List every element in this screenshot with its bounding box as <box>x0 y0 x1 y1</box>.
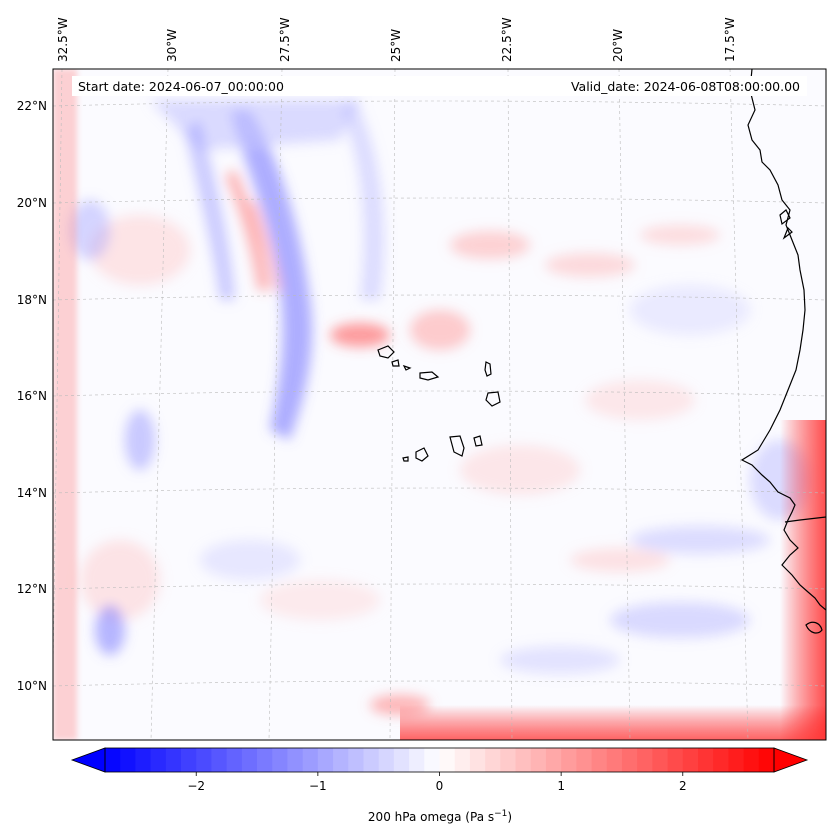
lon-tick: 17.5°W <box>723 17 737 62</box>
colorbar-cell <box>409 748 425 772</box>
colorbar-cell <box>454 748 471 772</box>
colorbar-tick-label: −2 <box>187 779 205 793</box>
lat-tick: 10°N <box>17 679 47 693</box>
colorbar-cell <box>439 748 456 772</box>
colorbar-cell <box>165 748 182 772</box>
lat-tick: 16°N <box>17 389 47 403</box>
colorbar-cell <box>196 748 213 772</box>
colorbar-cell <box>485 748 501 772</box>
colorbar-cell <box>135 748 152 772</box>
colorbar-cell <box>333 748 349 772</box>
lat-tick: 14°N <box>17 486 47 500</box>
colorbar-cell <box>120 748 136 772</box>
colorbar-cell <box>241 748 258 772</box>
lat-tick: 20°N <box>17 196 47 210</box>
river-gambia <box>784 516 826 523</box>
field-blobs <box>70 100 810 715</box>
colorbar-cell <box>758 748 775 772</box>
coastlines <box>377 69 826 634</box>
coast-islets <box>805 621 823 634</box>
colorbar-cell <box>591 748 608 772</box>
colorbar-cell <box>545 748 562 772</box>
colorbar-cell <box>667 748 684 772</box>
colorbar-tick-label: 1 <box>557 779 565 793</box>
colorbar-cell <box>561 748 577 772</box>
colorbar-cell <box>257 748 273 772</box>
colorbar-extend-min <box>70 747 106 773</box>
lat-tick: 18°N <box>17 293 47 307</box>
colorbar-cell <box>393 748 410 772</box>
colorbar-cell <box>105 748 121 772</box>
colorbar-cell <box>576 748 593 772</box>
colorbar-ticks: −2 −1 0 1 2 <box>187 772 687 793</box>
colorbar-cell <box>728 748 745 772</box>
colorbar-cell <box>378 748 395 772</box>
colorbar-cell <box>530 748 547 772</box>
colorbar-extend-max <box>773 747 809 773</box>
colorbar-cell <box>211 748 228 772</box>
cape-verde-islands <box>377 345 501 462</box>
colorbar-cell <box>697 748 714 772</box>
colorbar-cell <box>469 748 486 772</box>
map-frame <box>52 68 827 741</box>
colorbar-cell <box>272 748 289 772</box>
colorbar-cell <box>515 748 532 772</box>
latitude-ticks: 22°N 20°N 18°N 16°N 14°N 12°N 10°N <box>17 99 47 693</box>
lon-tick: 25°W <box>389 29 403 62</box>
africa-coast <box>740 69 826 611</box>
colorbar-cell <box>606 748 623 772</box>
colorbar-label: 200 hPa omega (Pa s−1) <box>368 809 512 824</box>
colorbar-cell <box>637 748 653 772</box>
colorbar-cell <box>302 748 319 772</box>
colorbar-cell <box>317 748 334 772</box>
lon-tick: 30°W <box>165 29 179 62</box>
colorbar: −2 −1 0 1 2 200 hPa omega (Pa s−1) <box>70 747 809 824</box>
colorbar-cell <box>226 748 243 772</box>
colorbar-cell <box>652 748 669 772</box>
colorbar-cell <box>150 748 167 772</box>
lon-tick: 32.5°W <box>56 17 70 62</box>
colorbar-cell <box>424 748 441 772</box>
colorbar-cell <box>500 748 517 772</box>
lon-tick: 22.5°W <box>500 17 514 62</box>
colorbar-cells <box>105 748 775 772</box>
colorbar-tick-label: 0 <box>436 779 444 793</box>
colorbar-cell <box>287 748 304 772</box>
omega-field <box>53 69 826 740</box>
colorbar-cell <box>713 748 729 772</box>
valid-date-label: Valid_date: 2024-06-08T08:00:00.00 <box>571 79 800 94</box>
colorbar-tick-label: −1 <box>309 779 327 793</box>
longitude-ticks: 32.5°W 30°W 27.5°W 25°W 22.5°W 20°W 17.5… <box>56 17 737 62</box>
start-date-label: Start date: 2024-06-07_00:00:00 <box>78 79 284 94</box>
info-banner <box>72 76 807 96</box>
lon-tick: 27.5°W <box>278 17 292 62</box>
colorbar-tick-label: 2 <box>679 779 687 793</box>
lon-tick: 20°W <box>611 29 625 62</box>
colorbar-cell <box>743 748 760 772</box>
colorbar-cell <box>682 748 699 772</box>
colorbar-cell <box>348 748 365 772</box>
graticule <box>53 69 826 740</box>
lat-tick: 12°N <box>17 582 47 596</box>
colorbar-cell <box>181 748 197 772</box>
lat-tick: 22°N <box>17 99 47 113</box>
colorbar-cell <box>363 748 380 772</box>
colorbar-cell <box>621 748 638 772</box>
